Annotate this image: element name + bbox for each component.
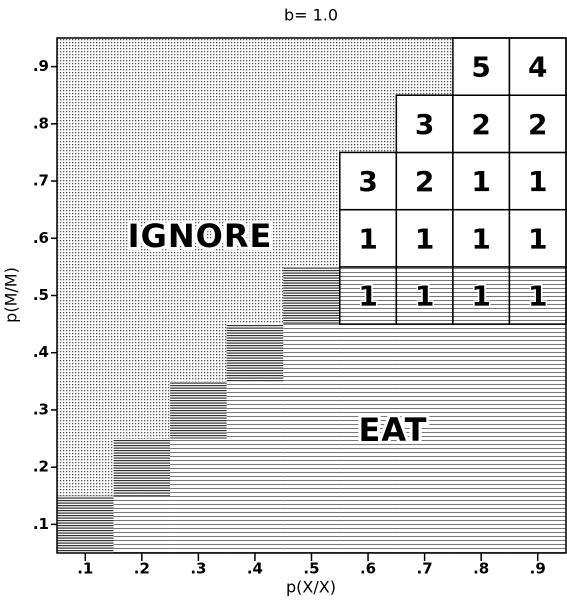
- cell: [452, 151, 511, 211]
- cell-value: 2: [471, 108, 490, 141]
- eat-region: [283, 324, 340, 553]
- cell: [395, 94, 454, 154]
- x-tick-label: .9: [530, 560, 546, 578]
- x-tick-label: .3: [190, 560, 206, 578]
- cell: [452, 266, 511, 325]
- eat-region: [226, 381, 284, 553]
- y-tick-label: .6: [33, 229, 49, 247]
- cell: [395, 151, 454, 211]
- transition-cell: [170, 381, 227, 439]
- cell: [339, 151, 398, 211]
- x-tick-label: .6: [360, 560, 376, 578]
- cell-value: 3: [358, 165, 377, 198]
- cell-value: 1: [471, 165, 490, 198]
- eat-region: [113, 495, 171, 553]
- cell-value: 1: [528, 222, 547, 255]
- x-tick-label: .5: [303, 560, 319, 578]
- cell-value: 4: [528, 51, 547, 84]
- y-tick-label: .3: [33, 400, 49, 418]
- cell-value: 1: [358, 280, 377, 313]
- x-tick-label: .2: [134, 560, 150, 578]
- transition-cell: [283, 266, 340, 325]
- y-axis-label: p(M/M): [2, 267, 21, 323]
- x-tick-label: .1: [77, 560, 93, 578]
- chart-title: b= 1.0: [284, 6, 338, 25]
- y-tick-label: .7: [33, 172, 49, 190]
- transition-cell: [226, 324, 284, 382]
- cell-value: 1: [471, 280, 490, 313]
- eat-region: [452, 324, 510, 553]
- cell-value: 1: [528, 280, 547, 313]
- x-tick-label: .8: [473, 560, 489, 578]
- eat-region: [170, 438, 227, 553]
- cell: [508, 151, 567, 211]
- cell-value: 2: [528, 108, 547, 141]
- cell-value: 2: [415, 165, 434, 198]
- cell-value: 1: [415, 280, 434, 313]
- eat-region: [339, 324, 397, 553]
- eat-region: [509, 324, 566, 553]
- cell-value: 1: [471, 222, 490, 255]
- eat-region: [396, 324, 453, 553]
- y-tick-label: .2: [33, 458, 49, 476]
- transition-cell: [57, 495, 114, 553]
- transition-cell: [113, 438, 171, 496]
- cell: [508, 94, 567, 154]
- y-tick-label: .1: [33, 515, 49, 533]
- cell-value: 1: [415, 222, 434, 255]
- region-label: IGNORE: [128, 217, 273, 255]
- region-label: EAT: [359, 411, 428, 449]
- cell-value: 1: [528, 165, 547, 198]
- x-tick-label: .4: [247, 560, 263, 578]
- cell: [395, 266, 454, 325]
- y-tick-label: .9: [33, 57, 49, 75]
- x-tick-label: .7: [417, 560, 433, 578]
- y-tick-label: .4: [33, 343, 49, 361]
- cell: [452, 208, 511, 268]
- x-axis-label: p(X/X): [286, 578, 336, 597]
- cell-value: 1: [358, 222, 377, 255]
- cell: [339, 208, 398, 268]
- cell: [508, 37, 567, 96]
- cell-value: 3: [415, 108, 434, 141]
- y-tick-label: .8: [33, 114, 49, 132]
- cell-value: 5: [471, 51, 490, 84]
- y-tick-label: .5: [33, 286, 49, 304]
